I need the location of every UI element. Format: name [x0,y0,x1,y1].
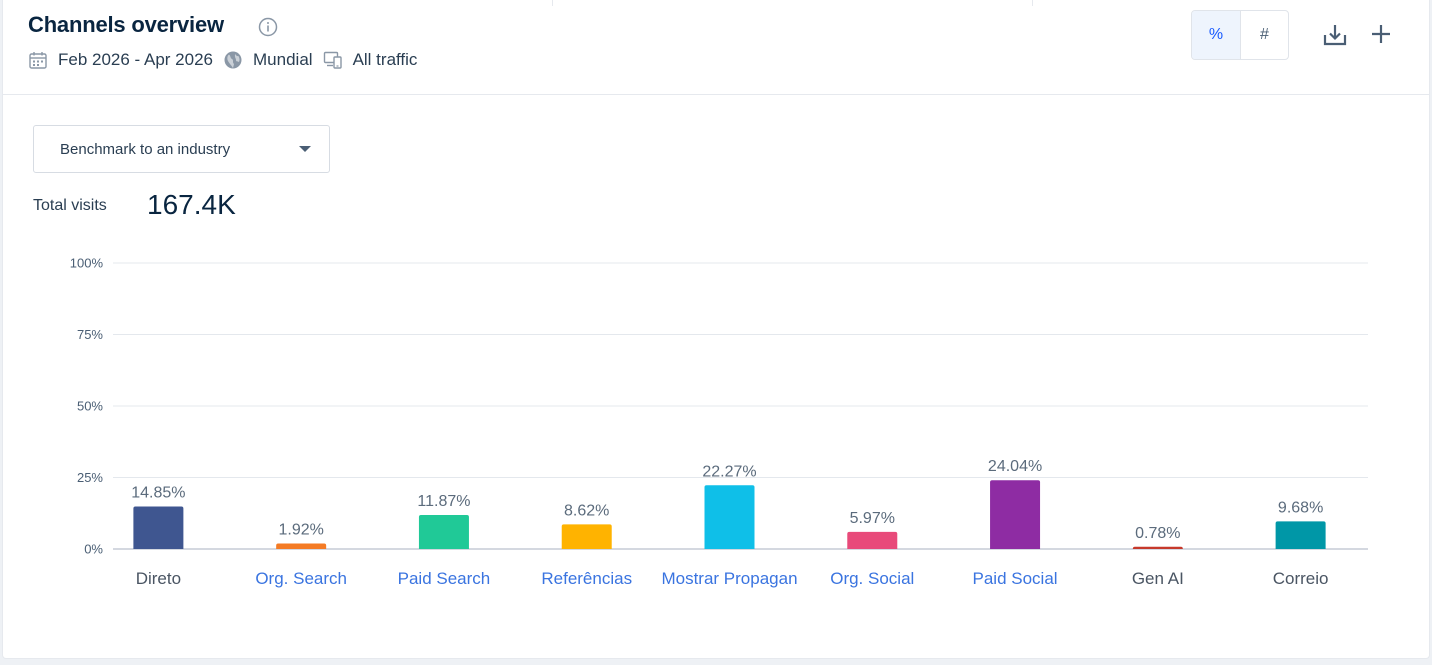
bar-value-label: 14.85% [131,485,185,502]
date-range[interactable]: Feb 2026 - Apr 2026 [28,50,213,70]
info-icon[interactable] [258,17,278,37]
date-range-text: Feb 2026 - Apr 2026 [58,50,214,69]
bar-value-label: 0.78% [1135,525,1180,542]
y-tick-label: 25% [77,470,103,485]
x-category-label: Gen AI [1132,569,1184,588]
x-category-label[interactable]: Referências [541,569,632,588]
download-icon[interactable] [1322,22,1348,48]
number-toggle-button[interactable]: # [1239,11,1288,59]
calendar-icon [29,52,47,69]
x-category-label[interactable]: Paid Social [973,569,1058,588]
filters-summary: Feb 2026 - Apr 2026 Mundial All traffic [28,49,417,71]
y-tick-label: 0% [84,542,103,557]
top-divider [552,0,553,6]
region[interactable]: Mundial [223,50,313,70]
traffic-type[interactable]: All traffic [323,50,418,70]
bar-value-label: 5.97% [850,510,895,527]
bar-value-label: 8.62% [564,502,609,519]
bar-paid-search [418,515,469,549]
y-tick-label: 75% [77,327,103,342]
y-tick-label: 100% [70,256,104,271]
x-category-label: Direto [136,569,181,588]
top-divider [1032,0,1033,6]
bar-value-label: 1.92% [278,522,323,539]
percent-toggle-button[interactable]: % [1192,11,1240,59]
bar-mostrar-propagan [704,485,755,549]
bar-correio [1275,521,1326,549]
x-category-label[interactable]: Mostrar Propagan [661,569,797,588]
bar-value-label: 11.87% [417,493,470,510]
devices-icon [323,51,342,69]
value-mode-toggle: % # [1191,10,1289,60]
bar-direto [133,506,184,549]
traffic-text: All traffic [352,50,418,69]
add-icon[interactable] [1370,23,1392,45]
bar-paid-social [990,480,1041,549]
chevron-down-icon [299,146,311,152]
x-category-label: Correio [1273,569,1329,588]
benchmark-industry-dropdown[interactable]: Benchmark to an industry [33,125,330,173]
x-category-label[interactable]: Org. Search [255,569,347,588]
bar-value-label: 9.68% [1278,499,1323,516]
card-title: Channels overview [28,12,224,37]
bar-value-label: 24.04% [988,458,1042,475]
x-category-label[interactable]: Org. Social [830,569,914,588]
globe-icon [224,51,242,69]
bar-org-social [847,531,898,549]
region-text: Mundial [253,50,313,69]
bar-org-search [276,543,327,549]
benchmark-dropdown-label: Benchmark to an industry [60,140,231,158]
bar-gen-ai [1132,546,1183,549]
bar-refer-ncias [561,524,612,549]
bar-value-label: 22.27% [702,463,756,480]
channels-bar-chart: 100% 75% 50% 25% 0% 14.85% Direto 1.92% Org. Sea… [70,256,1368,588]
total-visits-label: Total visits [33,197,107,214]
card-header: Channels overview Feb 2026 - Ap [3,0,1429,95]
y-tick-label: 50% [77,399,103,414]
total-visits-value: 167.4K [147,189,236,220]
x-category-label[interactable]: Paid Search [398,569,491,588]
